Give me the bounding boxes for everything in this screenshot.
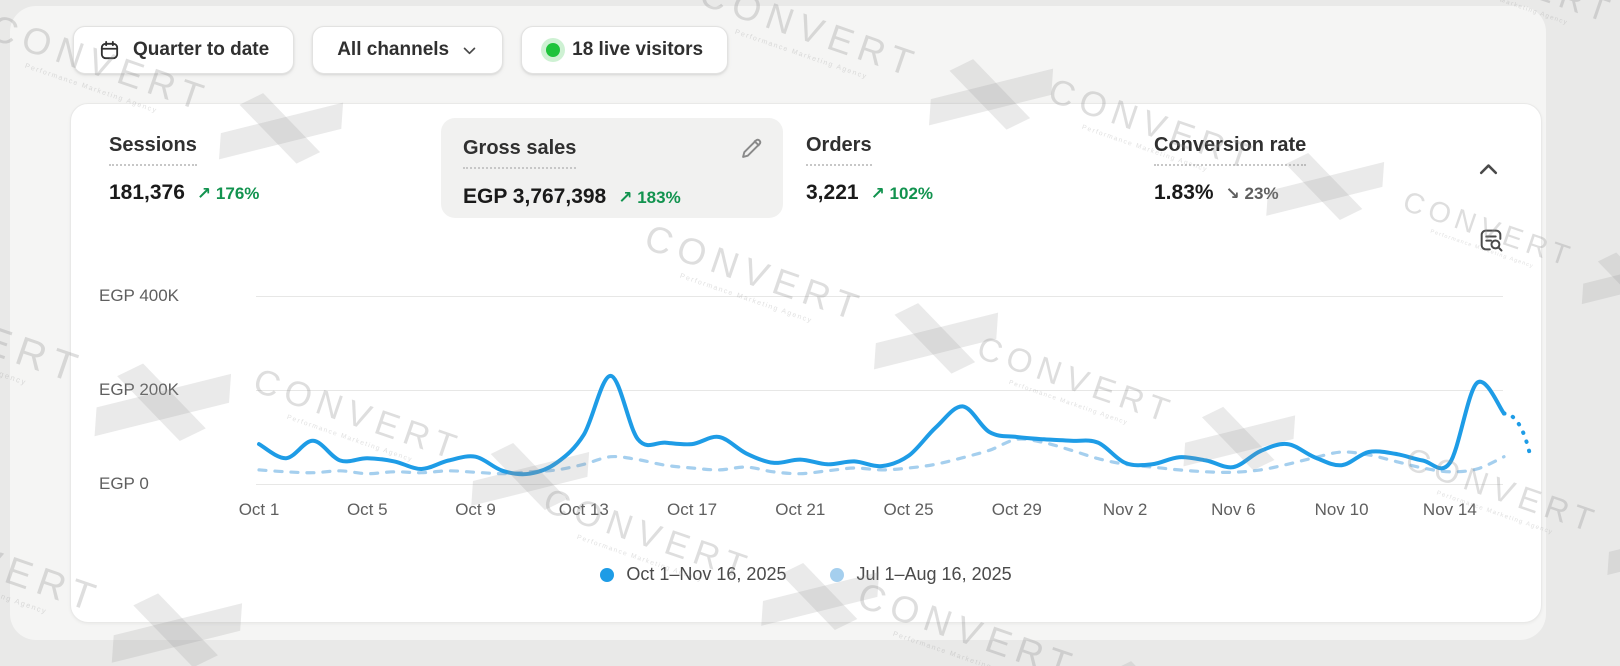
date-range-label: Quarter to date	[133, 39, 270, 60]
metric-conversion-rate-label: Conversion rate	[1154, 134, 1307, 166]
metric-sessions-value: 181,376	[109, 181, 185, 204]
gridline	[256, 390, 1503, 391]
x-axis-tick-label: Nov 6	[1211, 500, 1256, 519]
chart-legend: Oct 1–Nov 16, 2025 Jul 1–Aug 16, 2025	[71, 564, 1541, 585]
metric-conversion-rate-delta: ↘ 23%	[1225, 184, 1279, 203]
explore-data-button[interactable]	[1477, 226, 1505, 257]
arrow-up-right-icon: ↗	[196, 184, 212, 203]
magnify-report-icon	[1480, 229, 1503, 252]
watermark-x-logo-icon	[1601, 498, 1620, 602]
date-range-filter-button[interactable]: Quarter to date	[73, 26, 295, 74]
x-axis-tick-label: Nov 14	[1422, 500, 1477, 519]
arrow-up-right-icon: ↗	[870, 184, 885, 203]
watermark-x-logo-icon	[1576, 236, 1620, 328]
live-visitors-button[interactable]: 18 live visitors	[521, 26, 729, 74]
metric-conversion-rate[interactable]: Conversion rate 1.83% ↘ 23%	[1154, 134, 1307, 205]
x-axis-tick-label: Oct 17	[666, 500, 718, 519]
metric-orders[interactable]: Orders 3,221 ↗ 102%	[806, 134, 933, 205]
watermark-x-logo-icon	[1080, 640, 1219, 666]
analytics-card: Sessions 181,376 ↗ 176% Gross sales EGP …	[70, 103, 1542, 623]
chevron-up-icon	[1479, 164, 1498, 175]
metric-orders-delta: ↗ 102%	[870, 184, 934, 203]
pencil-icon	[742, 138, 762, 158]
metric-sessions[interactable]: Sessions 181,376 ↗ 176%	[109, 134, 259, 205]
live-visitors-dot-icon	[546, 43, 561, 57]
channel-filter-button[interactable]: All channels	[312, 26, 504, 74]
calendar-icon	[100, 40, 119, 59]
gridline	[256, 484, 1503, 485]
gridline	[256, 296, 1503, 297]
metric-gross-sales-label: Gross sales	[463, 137, 577, 169]
legend-item-comparison: Jul 1–Aug 16, 2025	[830, 564, 1012, 585]
legend-dot-current-icon	[600, 567, 615, 582]
x-axis-tick-label: Oct 13	[558, 500, 609, 519]
x-axis-tick-label: Oct 21	[775, 500, 826, 519]
metric-sessions-label: Sessions	[109, 134, 197, 166]
x-axis-tick-label: Oct 25	[883, 500, 934, 519]
gross-sales-line-chart	[257, 373, 1532, 477]
metric-gross-sales-value: EGP 3,767,398	[463, 185, 607, 208]
metric-conversion-rate-value: 1.83%	[1154, 181, 1214, 204]
legend-label-comparison: Jul 1–Aug 16, 2025	[856, 564, 1012, 584]
x-axis-tick-label: Oct 9	[455, 500, 496, 519]
legend-dot-comparison-icon	[830, 567, 845, 582]
y-axis-tick-label: EGP 0	[99, 474, 149, 493]
x-axis-tick-label: Oct 1	[238, 500, 280, 519]
legend-item-current: Oct 1–Nov 16, 2025	[600, 564, 786, 585]
arrow-up-right-icon: ↗	[618, 188, 633, 207]
metric-gross-sales-delta: ↗ 183%	[618, 188, 681, 207]
chevron-down-icon	[463, 47, 476, 54]
live-visitors-label: 18 live visitors	[572, 39, 704, 60]
metric-sessions-delta: ↗ 176%	[196, 184, 260, 203]
x-axis-tick-label: Nov 10	[1314, 500, 1369, 519]
x-axis-tick-label: Oct 29	[991, 500, 1042, 519]
dashboard-page: Quarter to date All channels 18 live vis…	[10, 6, 1546, 640]
channel-label: All channels	[337, 39, 450, 60]
filter-bar: Quarter to date All channels 18 live vis…	[73, 26, 729, 74]
metric-orders-label: Orders	[806, 134, 872, 166]
metric-orders-value: 3,221	[806, 181, 859, 204]
x-axis-tick-label: Oct 5	[346, 500, 388, 519]
edit-metric-button[interactable]	[738, 135, 765, 165]
y-axis-tick-label: EGP 200K	[99, 380, 180, 399]
arrow-down-right-icon: ↘	[1225, 184, 1240, 203]
metric-gross-sales[interactable]: Gross sales EGP 3,767,398 ↗ 183%	[441, 118, 783, 218]
y-axis-tick-label: EGP 400K	[99, 286, 180, 305]
x-axis-tick-label: Nov 2	[1102, 500, 1148, 519]
legend-label-current: Oct 1–Nov 16, 2025	[626, 564, 787, 584]
collapse-chart-button[interactable]	[1475, 156, 1502, 186]
